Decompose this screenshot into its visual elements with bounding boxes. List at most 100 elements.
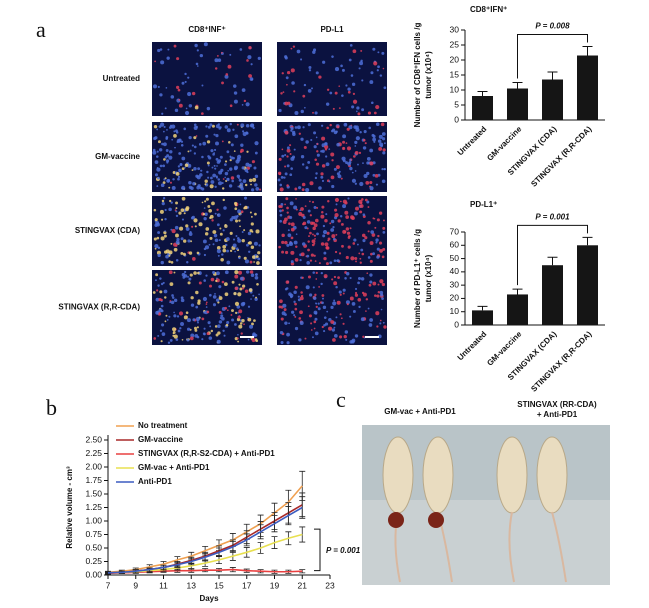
cell — [342, 140, 346, 144]
cell — [250, 245, 255, 250]
cell — [280, 92, 283, 95]
cell — [355, 260, 358, 263]
cell — [202, 296, 208, 302]
cell — [382, 67, 385, 70]
cell — [188, 135, 192, 140]
cell — [375, 241, 378, 244]
cell — [345, 300, 350, 305]
cell — [369, 241, 374, 246]
cell — [238, 256, 241, 260]
cell — [336, 125, 340, 129]
panel-label: c — [336, 387, 346, 412]
cell — [174, 209, 177, 211]
cell — [175, 201, 178, 205]
cell — [289, 173, 293, 177]
cell — [164, 177, 167, 180]
cell — [345, 123, 347, 125]
cell — [244, 196, 248, 200]
cell — [380, 293, 384, 297]
cell — [166, 179, 170, 183]
cell — [323, 274, 328, 279]
micrograph — [152, 270, 262, 345]
cell — [212, 230, 217, 234]
mouse — [496, 436, 528, 514]
cell — [236, 174, 241, 178]
cell — [310, 322, 313, 325]
cell — [217, 159, 222, 163]
cell — [313, 145, 317, 149]
cell — [192, 257, 196, 261]
cell — [310, 221, 314, 225]
cell — [381, 297, 384, 300]
cell — [183, 166, 186, 169]
cell — [159, 209, 164, 214]
cell — [164, 230, 166, 232]
cell — [220, 168, 224, 172]
cell — [359, 201, 363, 205]
cell — [247, 231, 252, 236]
cell — [242, 179, 247, 183]
cell — [338, 290, 342, 294]
cell — [322, 305, 327, 310]
cell — [332, 338, 336, 342]
cell — [302, 221, 307, 226]
cell — [203, 253, 207, 257]
cell — [372, 173, 376, 177]
cell — [290, 167, 293, 170]
y-tick-label: 0.25 — [85, 556, 102, 566]
cell — [187, 163, 192, 168]
cell — [331, 55, 334, 58]
cell — [338, 107, 341, 110]
cell — [234, 134, 239, 139]
cell — [178, 152, 182, 155]
cell — [252, 332, 256, 336]
y-tick-label: 2.50 — [85, 434, 102, 444]
cell — [201, 112, 204, 115]
cell — [213, 164, 216, 167]
cell — [277, 171, 282, 176]
cell — [342, 204, 347, 209]
x-tick-label: 9 — [133, 580, 138, 590]
cell — [250, 215, 253, 218]
cell — [376, 325, 379, 328]
cell — [218, 285, 222, 289]
cell — [334, 250, 338, 254]
cell — [306, 220, 311, 224]
cell — [379, 142, 384, 147]
cell — [330, 175, 335, 180]
cell — [300, 58, 303, 61]
cell — [383, 325, 387, 329]
cell — [323, 257, 327, 261]
cell — [369, 280, 373, 284]
cell — [307, 209, 311, 213]
cell — [235, 235, 238, 237]
cell — [333, 275, 337, 279]
cell — [325, 102, 330, 106]
y-axis-label: tumor (x10⁴) — [424, 254, 433, 302]
cell — [294, 307, 298, 311]
y-tick-label: 30 — [450, 279, 460, 289]
cell — [156, 250, 161, 255]
cell — [202, 212, 206, 216]
cell — [367, 206, 370, 209]
cell — [172, 327, 177, 332]
cell — [163, 142, 167, 147]
cell — [252, 255, 256, 259]
cell — [332, 237, 336, 241]
cell — [316, 232, 319, 236]
bar — [542, 265, 563, 325]
cell — [247, 338, 250, 341]
cell — [376, 218, 380, 222]
cell — [249, 260, 253, 264]
cell — [218, 127, 221, 130]
cell — [341, 68, 345, 72]
cell — [345, 227, 350, 231]
y-tick-label: 20 — [450, 54, 460, 64]
error-bar — [582, 236, 593, 246]
cell — [193, 136, 197, 140]
cell — [324, 218, 328, 223]
cell — [179, 163, 183, 166]
cell — [180, 251, 184, 255]
cell — [342, 134, 347, 139]
cell — [326, 310, 329, 313]
